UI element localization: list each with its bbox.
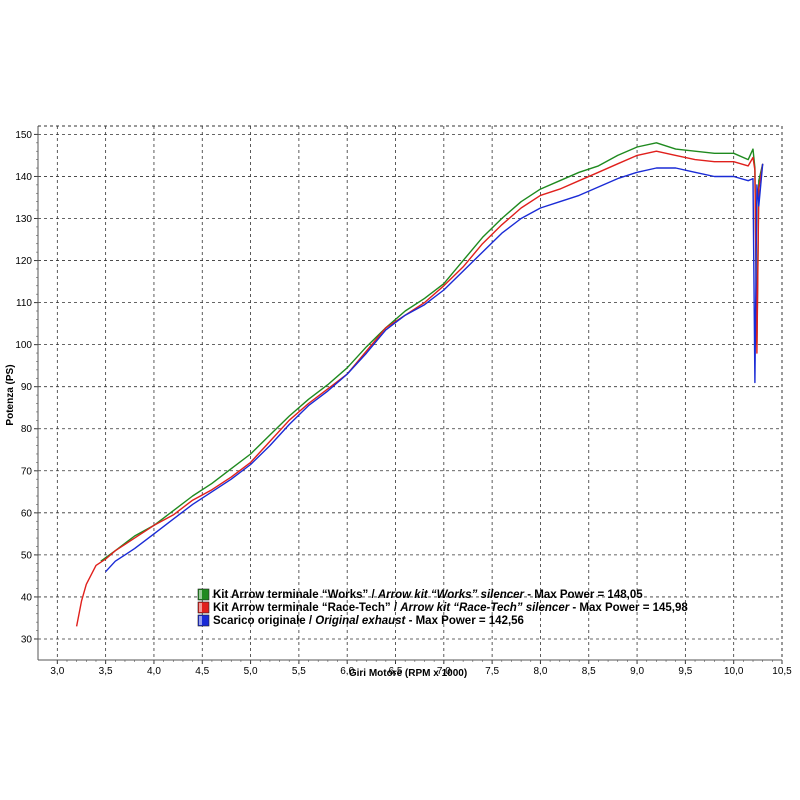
y-tick-label: 40: [21, 592, 33, 603]
x-tick-label: 5,0: [244, 666, 258, 677]
legend-swatch-highlight: [199, 603, 202, 612]
legend-suffix: - Max Power = 148,05: [524, 589, 643, 601]
y-tick-label: 30: [21, 634, 33, 645]
series-line-2: [75, 150, 764, 627]
x-tick-label: 10,0: [724, 666, 744, 677]
x-tick-label: 3,0: [50, 666, 64, 677]
legend-entry: Kit Arrow terminale “Works” / Arrow kit …: [213, 589, 643, 601]
x-tick-label: 5,5: [292, 666, 306, 677]
y-axis-title: Potenza (PS): [5, 364, 16, 425]
legend-swatch-highlight: [199, 590, 202, 599]
x-tick-label: 7,5: [485, 666, 499, 677]
legend-swatch: [197, 588, 210, 601]
legend-swatch-highlight: [199, 616, 202, 625]
x-tick-label: 6,0: [340, 666, 354, 677]
legend-suffix: - Max Power = 142,56: [405, 615, 524, 627]
series-line-1: [100, 142, 764, 562]
legend-entry: Kit Arrow terminale “Race-Tech” / Arrow …: [213, 602, 688, 614]
x-tick-label: 8,5: [582, 666, 596, 677]
y-tick-label: 150: [15, 130, 32, 141]
y-tick-label: 110: [16, 298, 32, 309]
x-tick-label: 9,0: [630, 666, 644, 677]
y-tick-label: 100: [15, 340, 32, 351]
legend-prefix: Kit Arrow terminale “Works” /: [213, 589, 378, 601]
legend-swatch: [197, 614, 210, 627]
legend-suffix: - Max Power = 145,98: [569, 602, 688, 614]
legend-italic: Original exhaust: [315, 615, 406, 627]
x-tick-label: 7,0: [437, 666, 451, 677]
legend-prefix: Scarico originale /: [213, 615, 315, 627]
x-axis-title: Giri Motore (RPM x 1000): [349, 668, 467, 679]
y-tick-label: 80: [21, 424, 33, 435]
x-tick-label: 3,5: [99, 666, 113, 677]
x-tick-label: 8,0: [533, 666, 547, 677]
legend-italic: Arrow kit “Works” silencer: [377, 589, 525, 601]
y-tick-label: 50: [21, 550, 33, 561]
data-series: [75, 142, 764, 627]
series-line-3: [105, 163, 764, 573]
y-tick-label: 120: [15, 256, 32, 267]
x-tick-label: 10,5: [772, 666, 792, 677]
tick-labels: 3,0 3,5 4,0 4,5 5,0 5,5 6,0 6,5 7,0 7,5 8,0 8,5 9,0 9…: [15, 130, 792, 677]
x-tick-label: 6,5: [389, 666, 403, 677]
legend-italic: Arrow kit “Race-Tech” silencer: [399, 602, 569, 614]
legend-entry: Scarico originale / Original exhaust - M…: [213, 615, 524, 627]
y-tick-label: 60: [21, 508, 33, 519]
legend-swatch: [197, 601, 210, 614]
legend: Kit Arrow terminale “Works” / Arrow kit …: [197, 588, 688, 627]
y-tick-label: 140: [15, 172, 32, 183]
x-tick-label: 4,5: [195, 666, 209, 677]
y-tick-label: 130: [15, 214, 32, 225]
y-tick-label: 70: [21, 466, 33, 477]
plot-frame: [34, 125, 783, 664]
x-tick-label: 4,0: [147, 666, 161, 677]
y-tick-label: 90: [21, 382, 33, 393]
x-tick-label: 9,5: [678, 666, 692, 677]
legend-prefix: Kit Arrow terminale “Race-Tech” /: [213, 602, 400, 614]
